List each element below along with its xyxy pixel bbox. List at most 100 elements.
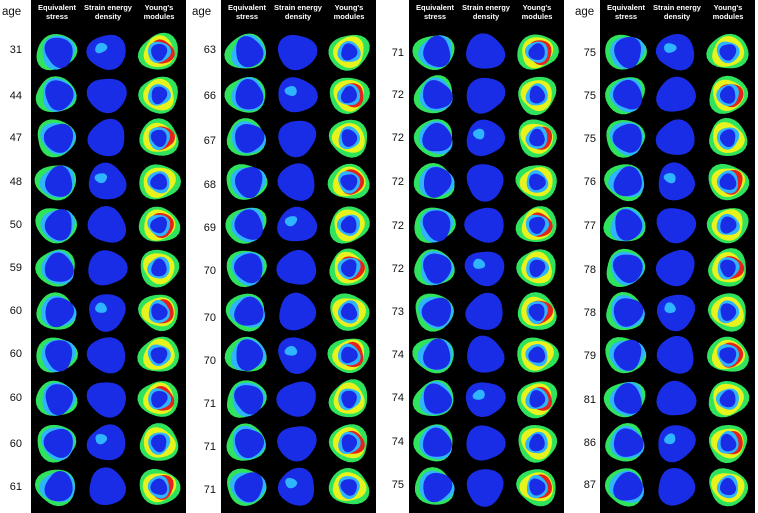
strain-energy-density-spot (664, 302, 676, 314)
age-label: 74 (391, 392, 404, 404)
youngs-modules-core (151, 258, 167, 277)
equivalent-stress-core (43, 123, 74, 153)
age-label: 67 (203, 135, 216, 147)
header-youngs-modules: Young's modules (143, 3, 175, 21)
youngs-modules-core (529, 128, 545, 147)
youngs-modules-core (150, 347, 168, 364)
strain-energy-density-outer (656, 335, 694, 374)
cross-section-grid-2 (224, 33, 370, 506)
equivalent-stress-core (614, 36, 641, 69)
youngs-modules-core (341, 129, 358, 147)
strain-energy-density-spot (95, 42, 108, 54)
youngs-modules-core (340, 259, 357, 277)
age-label: 60 (9, 438, 22, 450)
strain-energy-density-outer (465, 292, 503, 330)
strain-energy-density-outer (466, 119, 506, 157)
youngs-modules-core (340, 303, 358, 321)
header-strain-energy-density: Strain energy density (274, 3, 322, 21)
youngs-modules-core (150, 173, 168, 190)
youngs-modules-core (528, 303, 545, 321)
equivalent-stress-core (423, 472, 453, 503)
strain-energy-density-outer (655, 119, 695, 155)
header-youngs-modules: Young's modules (333, 3, 365, 21)
equivalent-stress-core (233, 253, 263, 284)
equivalent-stress-core (423, 80, 453, 109)
age-label: 77 (583, 220, 596, 232)
equivalent-stress-core (234, 472, 263, 503)
equivalent-stress-core (615, 209, 643, 241)
strain-energy-density-outer (277, 206, 318, 242)
youngs-modules-core (719, 129, 736, 148)
strain-energy-density-outer (658, 162, 696, 201)
equivalent-stress-core (45, 165, 73, 197)
cross-section-grid-4 (603, 33, 750, 507)
equivalent-stress-core (234, 428, 265, 459)
age-label: 73 (391, 306, 404, 318)
youngs-modules-core (150, 129, 167, 147)
strain-energy-density-outer (278, 77, 318, 113)
equivalent-stress-core (44, 209, 72, 241)
strain-energy-density-outer (277, 163, 315, 201)
strain-energy-density-outer (278, 120, 317, 158)
youngs-modules-core (151, 86, 168, 105)
youngs-modules-core (720, 303, 737, 321)
strain-energy-density-outer (465, 382, 506, 417)
youngs-modules-core (340, 479, 357, 496)
youngs-modules-core (529, 173, 546, 191)
age-label: 72 (391, 176, 404, 188)
youngs-modules-core (150, 478, 168, 495)
equivalent-stress-core (45, 340, 73, 372)
age-label: 75 (583, 47, 596, 59)
strain-energy-density-outer (466, 77, 506, 114)
strain-energy-density-outer (279, 292, 317, 331)
age-label: 87 (583, 479, 596, 491)
equivalent-stress-core (612, 123, 642, 153)
equivalent-stress-core (613, 383, 642, 414)
age-label: 69 (203, 222, 216, 234)
equivalent-stress-core (613, 298, 644, 327)
youngs-modules-core (529, 259, 546, 278)
age-label: 76 (583, 176, 596, 188)
strain-energy-density-outer (655, 34, 695, 71)
equivalent-stress-core (234, 385, 264, 415)
equivalent-stress-core (234, 296, 264, 326)
equivalent-stress-core (423, 253, 452, 284)
youngs-modules-core (341, 43, 358, 61)
age-label: 72 (391, 263, 404, 275)
age-label: 81 (583, 394, 596, 406)
age-label: 78 (583, 307, 596, 319)
strain-energy-density-outer (87, 206, 127, 243)
equivalent-stress-core (421, 297, 451, 327)
youngs-modules-core (720, 478, 737, 496)
equivalent-stress-core (44, 471, 73, 502)
equivalent-stress-core (423, 338, 451, 370)
youngs-modules-core (150, 216, 167, 234)
age-label: 72 (391, 89, 404, 101)
strain-energy-density-outer (278, 337, 317, 374)
strain-energy-density-outer (656, 294, 696, 332)
youngs-modules-core (340, 85, 357, 104)
age-label: 70 (203, 312, 216, 324)
header-youngs-modules: Young's modules (521, 3, 553, 21)
age-label: 60 (9, 305, 22, 317)
strain-energy-density-outer (466, 33, 506, 69)
panel-3: Equivalent stress Strain energy density … (409, 0, 564, 513)
youngs-modules-core (151, 43, 168, 62)
age-label: 72 (391, 220, 404, 232)
age-label: 71 (203, 398, 216, 410)
equivalent-stress-core (236, 36, 264, 68)
panel-1: Equivalent stress Strain energy density … (31, 0, 186, 513)
strain-energy-density-outer (277, 467, 314, 506)
age-label: 68 (203, 179, 216, 191)
header-equivalent-stress: Equivalent stress (38, 3, 76, 21)
age-label: 78 (583, 264, 596, 276)
equivalent-stress-core (44, 37, 73, 68)
equivalent-stress-core (424, 167, 452, 198)
youngs-modules-core (529, 85, 546, 104)
age-label: 72 (391, 132, 404, 144)
youngs-modules-core (529, 433, 545, 452)
equivalent-stress-core (235, 124, 265, 153)
equivalent-stress-core (613, 428, 644, 457)
header-strain-energy-density: Strain energy density (84, 3, 132, 21)
youngs-modules-core (340, 174, 358, 191)
